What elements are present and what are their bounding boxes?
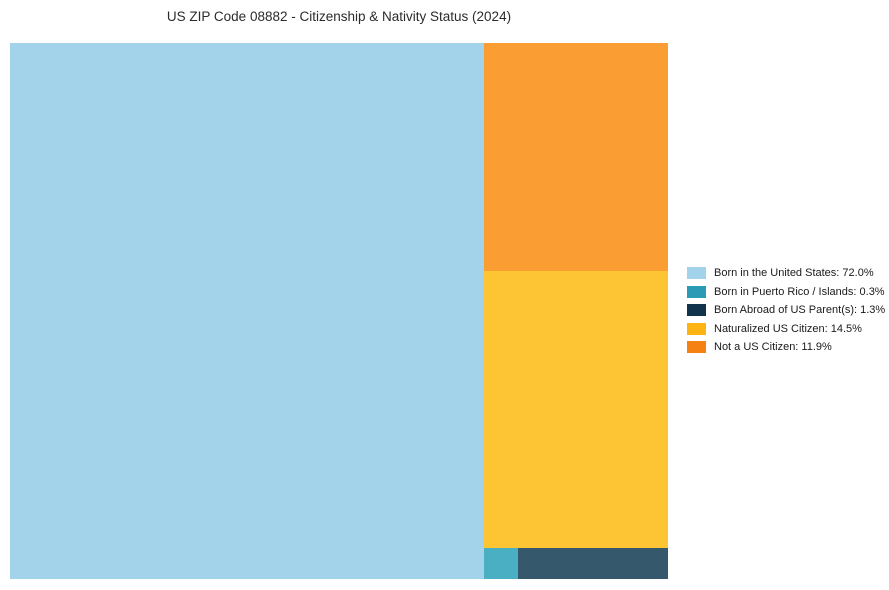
legend-item-born-abroad-of-us-parent-s: Born Abroad of US Parent(s): 1.3% — [687, 304, 886, 317]
legend-label: Born in the United States: 72.0% — [714, 267, 874, 279]
treemap-plot-area — [10, 43, 668, 579]
legend-swatch-icon — [687, 322, 706, 335]
legend-label: Born Abroad of US Parent(s): 1.3% — [714, 304, 886, 317]
treemap-cell-born-in-puerto-rico-islands — [483, 548, 519, 579]
treemap-cell-not-a-us-citizen — [483, 43, 668, 271]
legend-label: Naturalized US Citizen: 14.5% — [714, 322, 862, 335]
treemap-cell-born-abroad-of-us-parent-s — [518, 548, 668, 579]
legend-label: Born in Puerto Rico / Islands: 0.3% — [714, 285, 885, 298]
legend: Born in the United States: 72.0% Born in … — [687, 267, 885, 360]
legend-swatch-icon — [687, 304, 706, 317]
treemap-cell-naturalized-us-citizen — [483, 270, 668, 549]
legend-swatch-icon — [687, 267, 706, 279]
treemap-cell-born-in-the-united-states — [10, 43, 484, 579]
legend-item-naturalized-us-citizen: Naturalized US Citizen: 14.5% — [687, 322, 885, 335]
legend-swatch-icon — [687, 285, 706, 298]
legend-swatch-icon — [687, 341, 706, 354]
legend-item-born-in-puerto-rico-islands: Born in Puerto Rico / Islands: 0.3% — [687, 285, 885, 298]
legend-item-born-in-the-united-states: Born in the United States: 72.0% — [687, 267, 885, 279]
legend-label: Not a US Citizen: 11.9% — [714, 341, 832, 354]
chart-title: US ZIP Code 08882 - Citizenship & Nativi… — [166, 9, 512, 24]
legend-item-not-a-us-citizen: Not a US Citizen: 11.9% — [687, 341, 885, 354]
